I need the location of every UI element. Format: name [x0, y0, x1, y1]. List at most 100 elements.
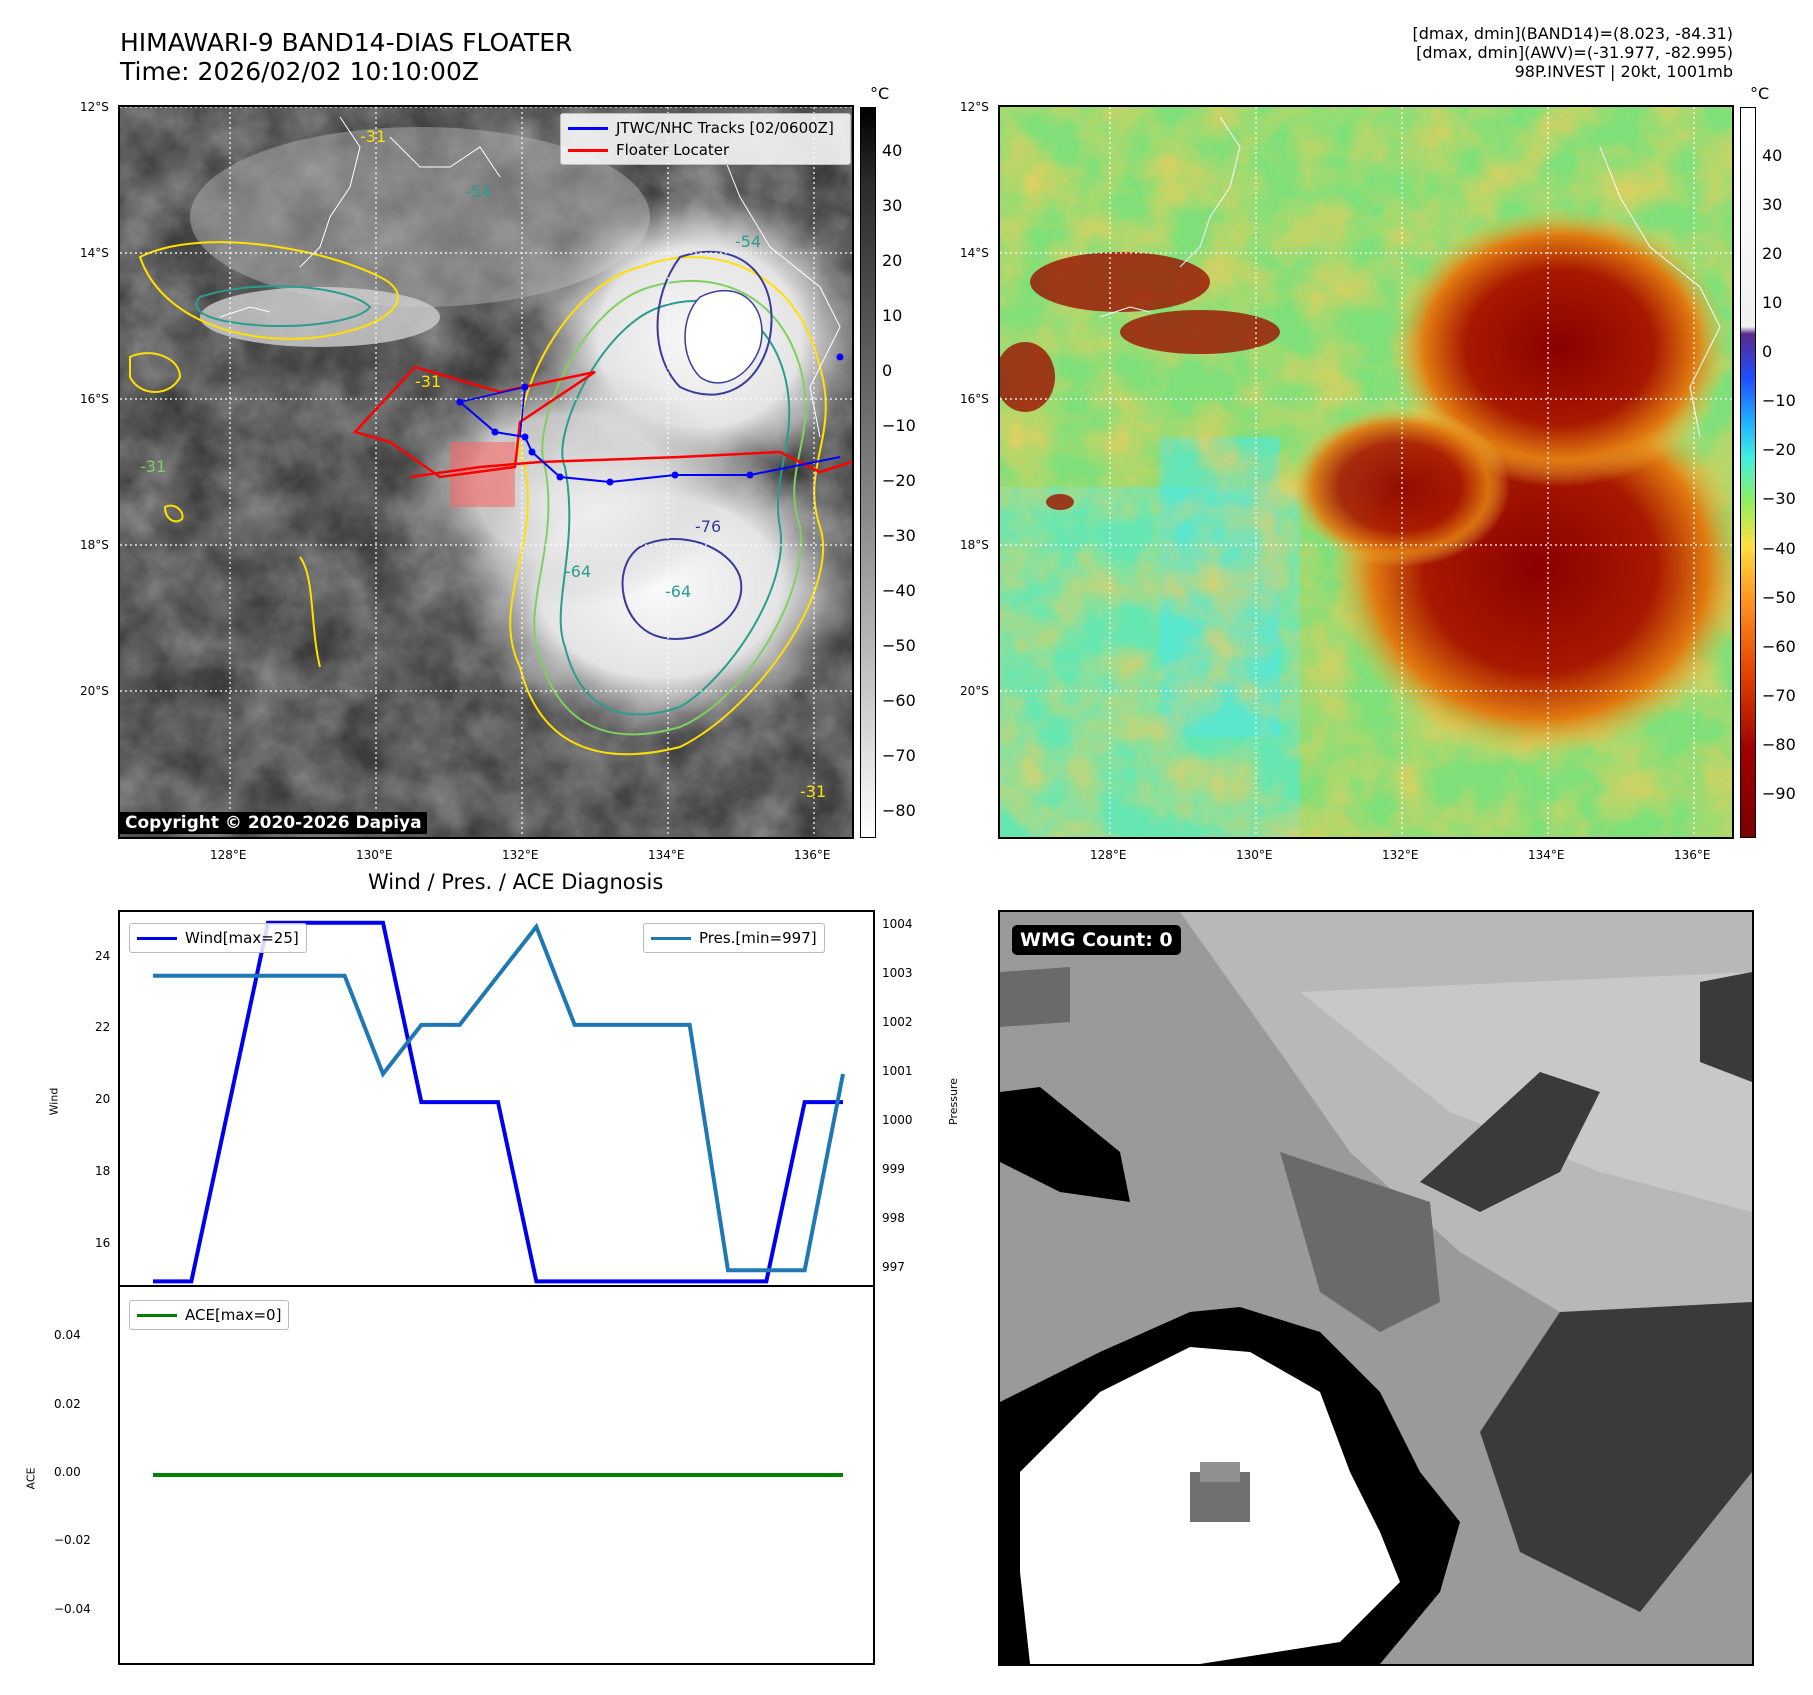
lat-label: 16°S — [960, 392, 989, 406]
right-colorbar-tick: −30 — [1762, 489, 1796, 509]
pressure-tick-label: 1004 — [882, 916, 913, 931]
left-colorbar-tick: −40 — [882, 580, 916, 600]
ace-tick-label: 0.00 — [54, 1465, 81, 1479]
left-colorbar-tick: −10 — [882, 415, 916, 435]
left-colorbar — [860, 107, 876, 838]
pressure-tick-label: 999 — [882, 1162, 905, 1177]
wind-axis-label: Wind — [47, 1087, 61, 1116]
title-line2: Time: 2026/02/02 10:10:00Z — [120, 57, 479, 86]
awv-map-image — [1000, 107, 1732, 837]
lon-label: 134°E — [1528, 848, 1565, 862]
wind-legend-swatch — [137, 936, 177, 940]
left-colorbar-tick: −60 — [882, 690, 916, 710]
left-colorbar-tick: 20 — [882, 250, 903, 270]
lon-label: 132°E — [502, 848, 539, 862]
left-colorbar-tick: −50 — [882, 635, 916, 655]
right-colorbar — [1740, 107, 1756, 838]
floater-legend-swatch — [568, 148, 608, 152]
lat-label: 12°S — [960, 100, 989, 114]
wind-pressure-svg — [153, 920, 845, 1284]
wind-tick-label: 20 — [95, 1092, 111, 1107]
wmg-panel — [998, 910, 1754, 1666]
ace-tick-label: −0.02 — [54, 1533, 91, 1548]
ace-legend: ACE[max=0] — [129, 1300, 290, 1330]
right-colorbar-tick: 10 — [1762, 293, 1783, 313]
lon-label: 128°E — [210, 848, 247, 862]
tracks-legend-swatch — [568, 126, 608, 130]
pressure-legend: Pres.[min=997] — [643, 923, 825, 953]
wmg-count-badge: WMG Count: 0 — [1012, 925, 1181, 955]
left-colorbar-tick: 10 — [882, 305, 903, 325]
right-colorbar-tick: −20 — [1762, 440, 1796, 460]
info-line3: 98P.INVEST | 20kt, 1001mb — [1514, 62, 1733, 81]
awv-map-panel — [998, 105, 1734, 839]
wind-series-line — [153, 920, 843, 1284]
lon-label: 134°E — [648, 848, 685, 862]
title-line1: HIMAWARI-9 BAND14-DIAS FLOATER — [120, 28, 573, 57]
right-colorbar-tick: 40 — [1762, 146, 1783, 166]
pressure-legend-label: Pres.[min=997] — [699, 929, 817, 947]
info-line2: [dmax, dmin](AWV)=(-31.977, -82.995) — [1416, 43, 1733, 62]
lon-label: 128°E — [1090, 848, 1127, 862]
right-colorbar-tick: −50 — [1762, 587, 1796, 607]
right-colorbar-tick: −40 — [1762, 538, 1796, 558]
copyright-label: Copyright © 2020-2026 Dapiya — [120, 812, 427, 834]
left-colorbar-tick: −20 — [882, 470, 916, 490]
contour-label: -31 — [140, 457, 166, 476]
left-colorbar-tick: 30 — [882, 195, 903, 215]
right-colorbar-tick: 30 — [1762, 195, 1783, 215]
contour-label: -64 — [565, 562, 591, 581]
pressure-series-line — [153, 922, 845, 1273]
contour-label: -54 — [465, 182, 491, 201]
lon-label: 130°E — [356, 848, 393, 862]
info-line1: [dmax, dmin](BAND14)=(8.023, -84.31) — [1412, 24, 1734, 43]
ace-tick-label: −0.04 — [54, 1601, 91, 1616]
ir-map-panel: -31 -31 -31 -54 -54 -64 -64 -76 -31 — [118, 105, 854, 839]
right-colorbar-unit: °C — [1750, 84, 1770, 103]
right-colorbar-tick: −70 — [1762, 685, 1796, 705]
contour-label: -31 — [415, 372, 441, 391]
wind-tick-label: 18 — [95, 1163, 111, 1178]
right-colorbar-tick: −90 — [1762, 783, 1796, 803]
pressure-tick-label: 1001 — [882, 1063, 913, 1078]
lat-label: 14°S — [960, 246, 989, 260]
left-colorbar-tick: 0 — [882, 360, 893, 380]
map-legend: JTWC/NHC Tracks [02/0600Z] Floater Locat… — [560, 113, 851, 165]
wind-legend-label: Wind[max=25] — [185, 929, 299, 947]
contour-label: -64 — [665, 582, 691, 601]
wind-tick-label: 22 — [95, 1020, 111, 1035]
lon-label: 136°E — [794, 848, 831, 862]
contour-label: -31 — [800, 782, 826, 801]
wmg-image — [1000, 912, 1752, 1664]
contour-label: -31 — [360, 127, 386, 146]
wind-legend: Wind[max=25] — [129, 923, 307, 953]
lat-label: 18°S — [80, 538, 109, 552]
lat-label: 12°S — [80, 100, 109, 114]
wind-pressure-chart — [118, 910, 875, 1287]
pressure-legend-swatch — [651, 936, 691, 940]
diagnosis-title: Wind / Pres. / ACE Diagnosis — [368, 870, 664, 894]
ace-axis-label: ACE — [24, 1467, 38, 1490]
figure-title: HIMAWARI-9 BAND14-DIAS FLOATER Time: 202… — [120, 28, 572, 86]
contour-label: -76 — [695, 517, 721, 536]
pressure-tick-label: 997 — [882, 1260, 905, 1275]
ace-legend-swatch — [137, 1313, 177, 1317]
left-colorbar-tick: −80 — [882, 800, 916, 820]
lat-label: 18°S — [960, 538, 989, 552]
tracks-legend-label: JTWC/NHC Tracks [02/0600Z] — [616, 119, 834, 137]
right-colorbar-tick: −10 — [1762, 391, 1796, 411]
pressure-tick-label: 1000 — [882, 1113, 913, 1128]
right-colorbar-tick: −80 — [1762, 734, 1796, 754]
ace-tick-label: 0.02 — [54, 1396, 81, 1411]
ace-svg — [153, 1473, 843, 1477]
contour-label: -54 — [735, 232, 761, 251]
lat-label: 20°S — [960, 684, 989, 698]
lon-label: 136°E — [1674, 848, 1711, 862]
right-colorbar-tick: 20 — [1762, 244, 1783, 264]
ace-tick-label: 0.04 — [54, 1328, 81, 1343]
lat-label: 16°S — [80, 392, 109, 406]
left-colorbar-unit: °C — [870, 84, 890, 103]
wind-tick-label: 24 — [95, 948, 111, 963]
pressure-tick-label: 1002 — [882, 1014, 913, 1029]
left-colorbar-tick: −70 — [882, 745, 916, 765]
